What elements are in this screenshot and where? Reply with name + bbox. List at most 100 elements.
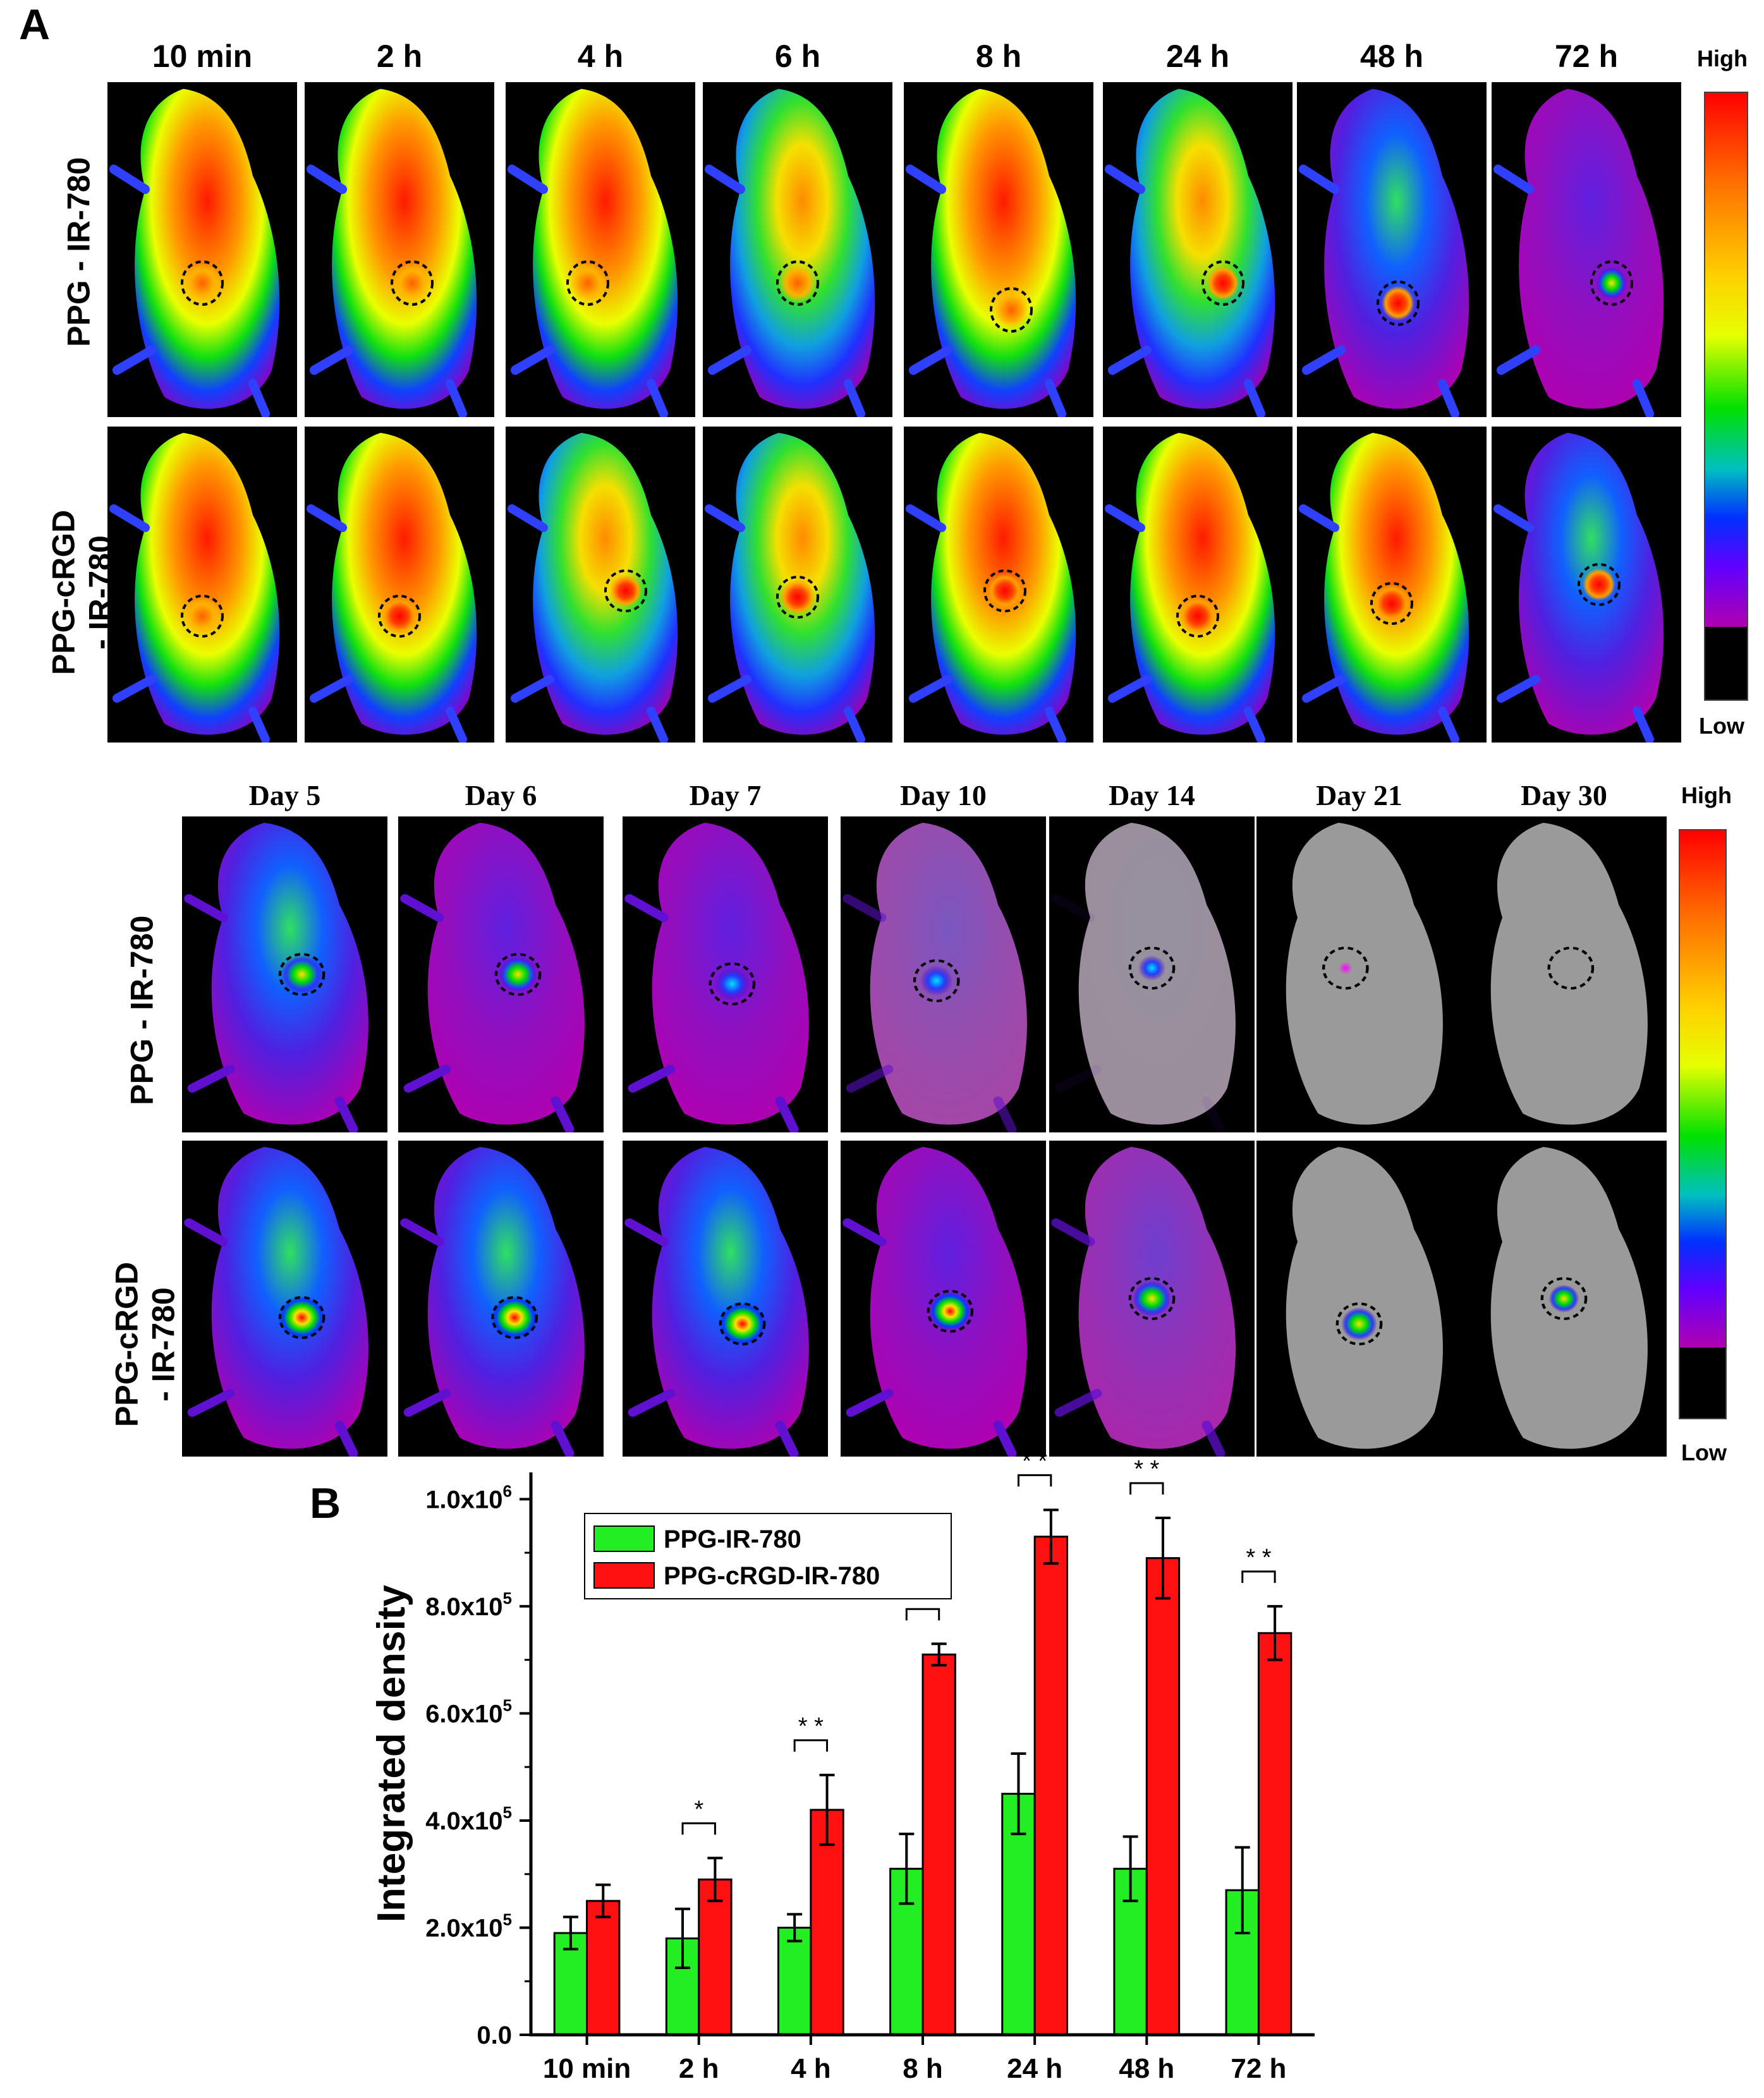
section1-scale-high: High	[1697, 45, 1748, 71]
x-tick-label: 72 h	[1231, 2053, 1286, 2084]
x-tick-label: 8 h	[903, 2053, 943, 2084]
significance-bracket	[1017, 1474, 1052, 1487]
panel-b-letter: B	[310, 1479, 341, 1527]
x-tick-label: 4 h	[791, 2053, 831, 2084]
y-tick-label: 8.0x105	[425, 1589, 512, 1621]
legend-label: PPG-cRGD-IR-780	[664, 1562, 880, 1590]
mouse-fluorescence-image	[904, 427, 1093, 743]
mouse-fluorescence-image	[1049, 816, 1255, 1132]
row-label-line: - IR-780	[145, 1287, 181, 1402]
error-bar	[675, 1907, 691, 1970]
mouse-fluorescence-image	[1103, 427, 1293, 743]
significance-bracket	[1129, 1482, 1164, 1495]
day-header: Day 21	[1316, 779, 1402, 811]
x-tick-label: 2 h	[679, 2053, 719, 2084]
x-tick-label: 48 h	[1119, 2053, 1174, 2084]
time-header: 48 h	[1359, 39, 1424, 74]
mouse-fluorescence-image	[1492, 82, 1681, 417]
error-bar	[899, 1833, 915, 1905]
bar-ppg-crgd	[922, 1653, 956, 2036]
significance-bracket	[1241, 1570, 1276, 1583]
time-header: 6 h	[774, 39, 821, 74]
mouse-fluorescence-image	[506, 427, 695, 743]
section2-row-label-ppg-crgd: PPG-cRGD - IR-780	[109, 1250, 182, 1440]
axes	[529, 1472, 1315, 2037]
mouse-fluorescence-image	[1256, 816, 1462, 1132]
mouse-fluorescence-image	[1492, 427, 1681, 743]
mouse-fluorescence-image	[841, 816, 1046, 1132]
error-bar	[931, 1642, 947, 1667]
mouse-fluorescence-image	[506, 82, 695, 417]
day-header: Day 10	[900, 779, 987, 811]
mouse-fluorescence-image	[107, 82, 297, 417]
mouse-fluorescence-image	[841, 1141, 1046, 1457]
significance-bracket	[905, 1608, 940, 1621]
mouse-fluorescence-image	[1297, 427, 1487, 743]
error-bar	[563, 1915, 578, 1951]
mouse-fluorescence-image	[623, 816, 828, 1132]
day-header: Day 5	[248, 779, 321, 811]
section2-row-label-ppg: PPG - IR-780	[124, 906, 161, 1115]
bar-ppg-crgd	[1145, 1557, 1181, 2036]
error-bar	[1122, 1835, 1138, 1903]
x-tick-label: 10 min	[543, 2053, 631, 2084]
mouse-fluorescence-image	[305, 427, 494, 743]
integrated-density-bar-chart: Integrated density 0.0 2.0x105 4.0x105 6.0x1…	[370, 1448, 1315, 2084]
time-header: 4 h	[577, 39, 624, 74]
error-bar	[1267, 1604, 1283, 1661]
day-header: Day 6	[465, 779, 537, 811]
bar-ppg	[777, 1926, 812, 2036]
significance-bracket	[793, 1739, 829, 1752]
row-label-line: PPG - IR-780	[124, 915, 160, 1105]
y-axis-label: Integrated density	[370, 1584, 413, 1922]
mouse-fluorescence-image	[107, 427, 297, 743]
section1-scale-low: Low	[1699, 713, 1744, 739]
section2-colorbar	[1679, 829, 1727, 1419]
row-label-line: PPG-cRGD	[46, 509, 82, 676]
y-tick-label: 1.0x106	[425, 1481, 512, 1513]
row-label-line: PPG - IR-780	[61, 157, 97, 347]
mouse-fluorescence-image	[703, 82, 892, 417]
time-header: 10 min	[152, 39, 253, 74]
section2-scale-low: Low	[1681, 1440, 1727, 1465]
mouse-fluorescence-image	[398, 816, 604, 1132]
mouse-fluorescence-image	[1103, 82, 1293, 417]
y-tick-label: 0.0	[477, 2022, 512, 2049]
row-label-line: PPG-cRGD	[109, 1261, 145, 1428]
bar-ppg-crgd	[586, 1900, 621, 2036]
error-bar	[787, 1913, 803, 1943]
legend: PPG-IR-780 PPG-cRGD-IR-780	[584, 1513, 952, 1599]
mouse-fluorescence-image	[904, 82, 1093, 417]
bar-ppg-crgd	[810, 1809, 844, 2036]
error-bar	[1043, 1508, 1059, 1565]
y-tick-label: 4.0x105	[425, 1803, 512, 1835]
x-tick-label: 24 h	[1007, 2053, 1062, 2084]
mouse-fluorescence-image	[1256, 1141, 1462, 1457]
day-header: Day 7	[689, 779, 762, 811]
mouse-fluorescence-image	[305, 82, 494, 417]
time-header: 72 h	[1554, 39, 1619, 74]
time-header: 24 h	[1165, 39, 1230, 74]
error-bar	[1155, 1517, 1171, 1600]
significance-label: * *	[1246, 1544, 1271, 1571]
mouse-fluorescence-image	[398, 1141, 604, 1457]
mouse-fluorescence-image	[703, 427, 892, 743]
section1-row-label-ppg: PPG - IR-780	[61, 148, 97, 356]
y-tick-label: 6.0x105	[425, 1695, 512, 1728]
section2-scale-high: High	[1681, 782, 1732, 808]
mouse-fluorescence-image	[1049, 1141, 1255, 1457]
error-bar	[595, 1883, 611, 1919]
legend-label: PPG-IR-780	[664, 1525, 801, 1553]
significance-label: * *	[1022, 1448, 1047, 1474]
mouse-fluorescence-image	[182, 816, 387, 1132]
mouse-fluorescence-image	[182, 1141, 387, 1457]
error-bar	[707, 1857, 723, 1903]
day-header: Day 14	[1109, 779, 1195, 811]
significance-label: *	[694, 1796, 703, 1822]
day-header: Day 30	[1521, 779, 1607, 811]
error-bar	[1011, 1752, 1026, 1836]
bar-ppg-crgd	[1257, 1632, 1293, 2036]
mouse-fluorescence-image	[1461, 1141, 1667, 1457]
bar-ppg-crgd	[698, 1878, 733, 2036]
time-header: 8 h	[975, 39, 1022, 74]
